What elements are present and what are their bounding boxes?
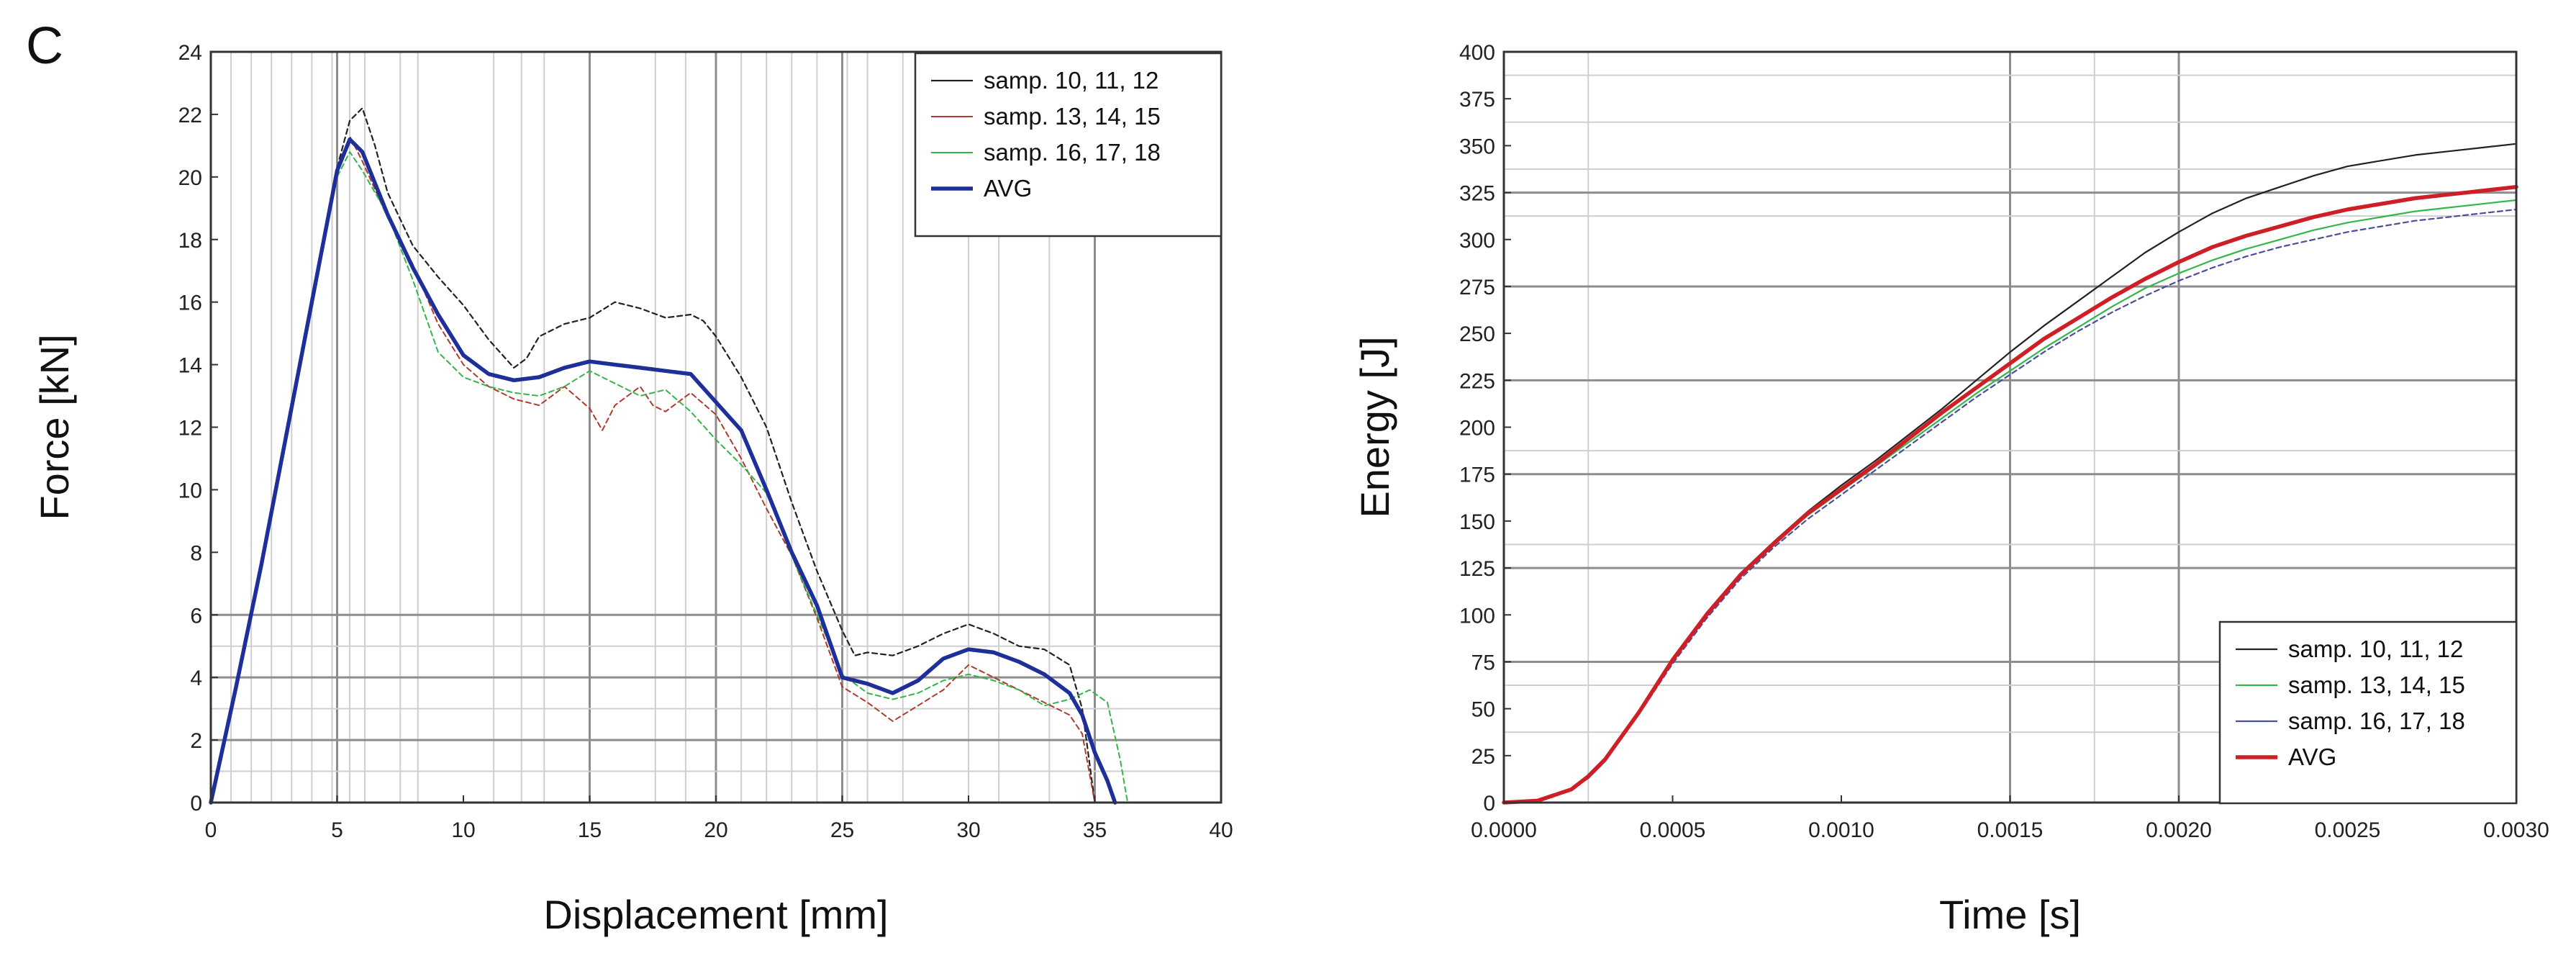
x-tick-label: 20 [704,818,727,842]
legend: samp. 10, 11, 12 samp. 13, 14, 15 samp. 16… [914,52,1223,238]
x-tick-label: 0 [205,818,217,842]
y-tick-label: 300 [1459,229,1495,253]
x-tick-label: 5 [331,818,343,842]
x-tick-label: 0.0025 [2315,818,2381,842]
panel-label: C [26,17,63,75]
legend-box [914,52,1223,238]
legend-label: samp. 16, 17, 18 [2288,708,2465,734]
x-tick-label: 25 [830,818,854,842]
plot-area [1502,143,2518,805]
x-axis-label: Time [s] [1939,892,2081,937]
x-tick-label: 30 [956,818,980,842]
x-tick-label: 0.0010 [1808,818,1874,842]
plot-area [209,107,1129,805]
legend-box [2218,620,2518,805]
y-tick-label: 150 [1459,510,1495,534]
legend-label: samp. 10, 11, 12 [984,67,1158,94]
series-line-4 [1502,184,2518,805]
x-tick-label: 0.0015 [1977,818,2044,842]
x-tick-label: 15 [578,818,602,842]
legend-label: samp. 16, 17, 18 [984,139,1161,166]
force-displacement-chart: 0 5 10 15 20 25 30 35 40024681012141618202224Dis… [32,41,1233,937]
y-tick-label: 12 [178,417,202,441]
x-tick-label: 10 [451,818,475,842]
y-tick-label: 375 [1459,88,1495,112]
x-tick-label: 40 [1209,818,1233,842]
y-tick-label: 250 [1459,322,1495,346]
y-tick-label: 18 [178,229,202,253]
legend-label: AVG [984,175,1032,202]
series-line-1 [209,107,1096,804]
y-tick-label: 20 [178,166,202,190]
y-tick-label: 175 [1459,464,1495,487]
legend-label: samp. 13, 14, 15 [984,103,1161,130]
series-line-4 [209,137,1117,805]
legend-label: AVG [2288,744,2336,770]
y-tick-label: 24 [178,41,202,65]
x-tick-label: 0.0030 [2483,818,2549,842]
legend-label: samp. 10, 11, 12 [2288,636,2463,662]
x-tick-label: 0.0020 [2146,818,2212,842]
y-tick-label: 8 [190,541,202,565]
y-tick-label: 2 [190,729,202,753]
y-tick-label: 325 [1459,182,1495,206]
y-tick-label: 6 [190,604,202,628]
y-tick-label: 16 [178,292,202,315]
y-tick-label: 50 [1471,698,1495,722]
y-tick-label: 350 [1459,135,1495,158]
y-tick-label: 0 [190,792,202,816]
legend-label: samp. 13, 14, 15 [2288,672,2465,698]
y-tick-label: 125 [1459,557,1495,581]
x-axis-label: Displacement [mm] [543,892,888,937]
y-tick-label: 100 [1459,604,1495,628]
y-tick-label: 0 [1483,792,1495,816]
y-tick-label: 200 [1459,417,1495,441]
y-axis-label: Energy [J] [1352,336,1397,518]
y-tick-label: 75 [1471,651,1495,674]
series-line-3 [210,151,1129,803]
y-axis-label: Force [kN] [32,334,77,520]
y-tick-label: 14 [178,354,202,378]
energy-time-chart: 0.0000 0.0005 0.0010 0.0015 0.0020 0.0025 0.00… [1352,41,2549,937]
series-line-2 [210,135,1096,803]
x-tick-label: 0.0005 [1640,818,1706,842]
y-tick-label: 10 [178,479,202,502]
x-tick-label: 35 [1083,818,1107,842]
y-tick-label: 4 [190,667,202,690]
y-tick-label: 25 [1471,745,1495,769]
x-tick-label: 0.0000 [1471,818,1537,842]
y-tick-label: 225 [1459,369,1495,393]
y-tick-label: 275 [1459,276,1495,299]
legend: samp. 10, 11, 12 samp. 13, 14, 15 samp. 16… [2218,620,2518,805]
y-tick-label: 22 [178,104,202,127]
y-tick-label: 400 [1459,41,1495,65]
tick-labels: 0.0000 0.0005 0.0010 0.0015 0.0020 0.0025 0.00… [1459,41,2549,842]
